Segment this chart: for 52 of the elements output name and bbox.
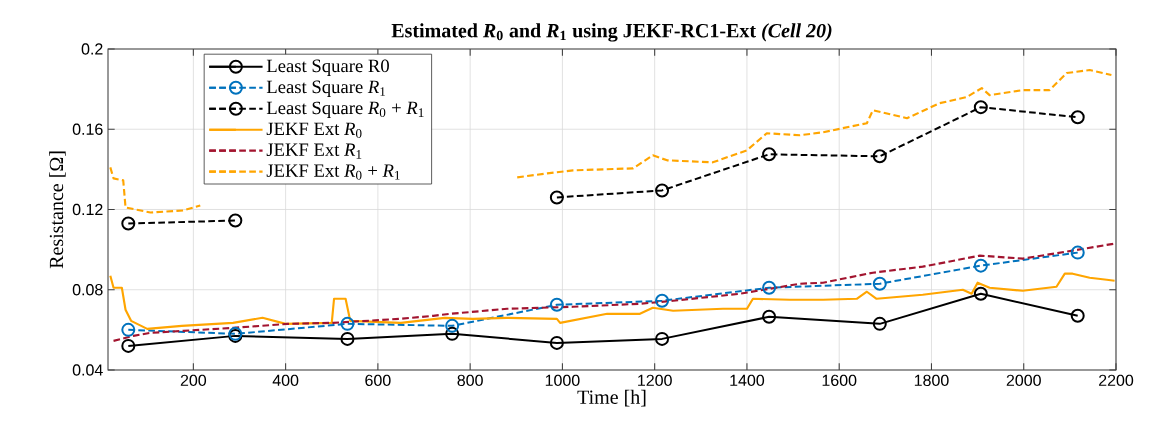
point <box>655 293 670 308</box>
point <box>973 258 988 273</box>
legend-label: Least Square R0 <box>266 59 389 76</box>
x-tick-label: 1400 <box>730 374 765 387</box>
x-tick-label: 2000 <box>1006 374 1041 387</box>
legend-label: JEKF Ext R$_{0}$ + R$_{1}$ <box>266 164 400 180</box>
point <box>872 316 887 331</box>
point <box>445 326 460 341</box>
y-tick-label: 0.12 <box>72 203 103 216</box>
x-tick-label: 800 <box>457 374 483 387</box>
point <box>549 297 564 312</box>
point <box>121 338 136 353</box>
y-axis-title: Resistance [Ω] <box>49 151 66 269</box>
point <box>121 216 136 231</box>
point <box>762 280 777 295</box>
legend-label: Least Square R$_{1}$ <box>266 80 386 97</box>
legend-label: JEKF Ext R$_{1}$ <box>266 143 362 159</box>
point <box>1070 110 1085 125</box>
point <box>1070 308 1085 323</box>
legend-label: JEKF Ext R$_{0}$ <box>266 122 362 138</box>
x-tick-label: 1200 <box>638 374 672 387</box>
x-tick-label: 600 <box>365 374 391 387</box>
x-tick-label: 200 <box>180 374 207 387</box>
point <box>655 183 670 198</box>
point <box>872 149 887 164</box>
line-series <box>109 272 1116 330</box>
y-tick-label: 0.04 <box>72 364 103 376</box>
x-tick-label: 1600 <box>822 374 857 387</box>
x-tick-label: 1800 <box>914 374 949 387</box>
point <box>549 190 564 205</box>
chart-title: Estimated R$_{0}$ and R$_{1}$ using JEKF-RC1-Ext (Cell 20) <box>391 23 832 42</box>
x-axis-title: Time [h] <box>577 389 646 407</box>
point <box>762 147 777 162</box>
y-tick-label: 0.08 <box>72 284 103 296</box>
point <box>121 322 136 337</box>
point <box>228 213 243 228</box>
point <box>973 100 988 115</box>
point <box>340 316 355 331</box>
point <box>655 331 670 346</box>
x-tick-label: 2200 <box>1098 374 1134 387</box>
point <box>1070 245 1085 260</box>
point <box>445 318 460 333</box>
point <box>973 286 988 301</box>
point <box>549 335 564 350</box>
point <box>872 276 887 291</box>
y-tick-label: 0.16 <box>72 123 103 135</box>
legend-label: Least Square R$_{0}$ + R$_{1}$ <box>266 101 424 118</box>
x-tick-label: 1000 <box>545 374 580 387</box>
x-tick-label: 400 <box>272 374 299 387</box>
point <box>340 331 355 346</box>
point <box>762 309 777 324</box>
y-tick-label: 0.2 <box>81 43 103 55</box>
